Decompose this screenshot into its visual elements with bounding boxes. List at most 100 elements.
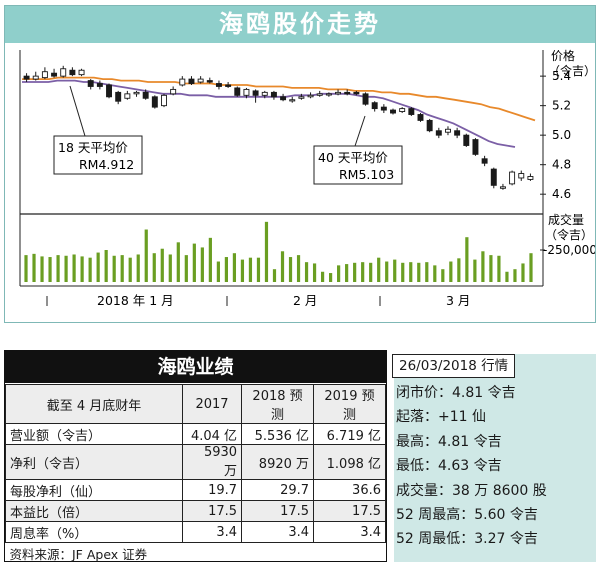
volume-bar <box>505 271 509 282</box>
candle-body <box>206 80 213 83</box>
table-cell: 36.6 <box>313 479 386 501</box>
candle-body <box>23 75 30 80</box>
row-label-eps: 每股净利（仙） <box>5 479 183 501</box>
candle <box>69 67 76 77</box>
volume-bar <box>337 265 341 282</box>
candle-body <box>353 91 360 95</box>
volume-bar <box>296 255 301 282</box>
candle <box>261 90 268 99</box>
candle <box>298 93 305 100</box>
price-tick-label: 5.0 <box>552 128 571 142</box>
x-label-feb: 2 月 <box>293 293 317 308</box>
candle-body <box>270 91 277 98</box>
source-note: 资料来源：JF Apex 证券 <box>5 542 386 563</box>
x-label-mar: 3 月 <box>446 293 470 308</box>
candle <box>335 89 342 96</box>
candle <box>151 95 158 109</box>
row-label-revenue: 营业额（令吉） <box>5 423 183 445</box>
candle <box>499 183 506 190</box>
price-tick-labels: 5.4 5.2 5.0 4.8 4.6 <box>540 69 571 201</box>
volume-bar <box>304 262 309 282</box>
performance-panel: 海鸥业绩 截至 4 月底财年 2017 2018 预测 2019 预测 营业额（… <box>4 350 387 563</box>
candle-body <box>78 69 85 76</box>
volume-bar <box>176 242 180 282</box>
performance-title: 海鸥业绩 <box>5 351 386 383</box>
chart-title: 海鸥股价走势 <box>219 10 381 38</box>
candle <box>390 108 396 115</box>
candle-body <box>399 108 406 113</box>
candle <box>142 89 149 100</box>
ma40-callout-line <box>354 115 366 147</box>
candle-body <box>87 80 94 87</box>
candle-body <box>234 87 241 96</box>
volume-bar <box>192 243 196 282</box>
volume-bar <box>272 269 277 282</box>
candle-body <box>463 134 470 146</box>
candle <box>170 86 177 96</box>
header-2017: 2017 <box>181 384 243 424</box>
price-axis-label: 价格 <box>551 48 575 63</box>
table-row: 营业额（令吉） 4.04 亿 5.536 亿 6.719 亿 <box>5 423 386 445</box>
volume-bar <box>449 261 453 282</box>
candle <box>23 73 30 83</box>
table-cell: 5930 万 <box>181 444 243 480</box>
ma18-callout-line <box>69 85 86 137</box>
volume-bar <box>32 253 36 282</box>
volume-bar <box>40 256 44 282</box>
performance-table: 截至 4 月底财年 2017 2018 预测 2019 预测 营业额（令吉） 4… <box>5 384 386 563</box>
candle-body <box>509 171 516 185</box>
volume-bar <box>425 262 429 282</box>
candle-body <box>298 96 305 99</box>
volume-bar <box>473 259 477 282</box>
candle-body <box>124 93 131 99</box>
candle-body <box>527 176 534 180</box>
price-tick-label: 4.8 <box>552 158 571 172</box>
market-date-label: 26/03/2018 行情 <box>392 354 516 378</box>
candle-body <box>472 139 479 155</box>
ma40-callout-value: RM5.103 <box>339 167 394 182</box>
volume-bar <box>312 263 317 282</box>
volume-bar <box>288 257 293 282</box>
volume-bar <box>104 250 108 282</box>
candle <box>481 155 488 167</box>
volume-bar <box>345 264 349 282</box>
candle-body <box>69 69 76 76</box>
market-line-volume: 成交量：38 万 8600 股 <box>396 482 547 499</box>
table-cell: 17.5 <box>313 500 386 522</box>
volume-tick-label: -250,000 <box>543 243 595 257</box>
candle <box>518 170 525 181</box>
stock-chart-svg: 5.4 5.2 5.0 4.8 4.6 价格 （令吉） 成交量 （令吉） -250,00… <box>19 48 595 308</box>
price-axis-unit: （令吉） <box>548 63 595 78</box>
volume-bar <box>385 261 389 282</box>
volume-bar <box>56 255 60 282</box>
table-cell: 1.098 亿 <box>313 444 386 480</box>
candle-body <box>133 91 140 95</box>
moving-average-layer <box>22 76 536 148</box>
volume-bar <box>521 263 525 282</box>
volume-bar <box>280 251 285 282</box>
candle-body <box>243 88 250 96</box>
market-lines: 闭市价：4.81 令吉 起落：+11 仙 最高：4.81 令吉 最低：4.63 … <box>396 381 594 552</box>
candle <box>270 90 277 100</box>
market-line-close: 闭市价：4.81 令吉 <box>396 385 516 401</box>
table-cell: 8920 万 <box>241 444 315 480</box>
candle <box>344 89 351 96</box>
candle-body <box>161 94 167 107</box>
market-line-change: 起落：+11 仙 <box>396 409 486 426</box>
candle <box>51 68 58 78</box>
candle <box>188 76 195 85</box>
candle-body <box>490 168 497 186</box>
candle-body <box>215 83 222 87</box>
candle-body <box>32 75 39 80</box>
ma18-callout-box <box>53 135 143 175</box>
volume-bar <box>72 254 76 282</box>
ma18-line <box>22 79 516 148</box>
chart-title-bar <box>5 6 595 43</box>
volume-bar <box>120 255 124 282</box>
candle <box>133 90 140 97</box>
candle <box>115 90 122 105</box>
candle <box>32 71 39 81</box>
candle-body <box>280 96 287 101</box>
candle <box>454 127 461 139</box>
volume-bar <box>369 262 373 282</box>
